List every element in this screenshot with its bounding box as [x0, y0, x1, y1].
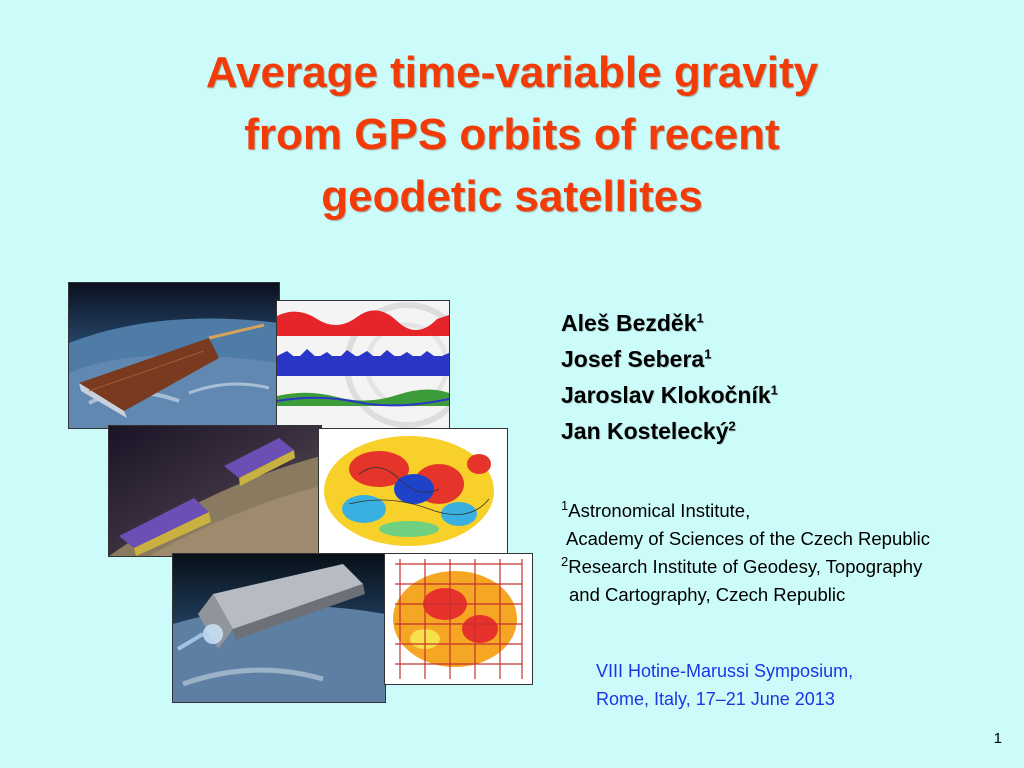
champ-satellite-image: [68, 282, 280, 429]
affiliation-text: Research Institute of Geodesy, Topograph…: [568, 556, 923, 577]
grace-satellite-image: [108, 425, 322, 557]
author-entry: Aleš Bezděk1: [561, 305, 778, 341]
author-affiliation-mark: 1: [770, 382, 778, 398]
page-number: 1: [993, 730, 1002, 747]
affiliation-mark: 1: [561, 497, 569, 513]
title-line-2: from GPS orbits of recent: [244, 110, 780, 159]
author-entry: Jan Kostelecký2: [561, 413, 778, 449]
symposium-location-date: Rome, Italy, 17–21 June 2013: [596, 689, 835, 709]
author-name: Josef Sebera: [561, 346, 705, 372]
author-list: Aleš Bezděk1 Josef Sebera1 Jaroslav Klok…: [561, 305, 778, 449]
affiliation-line: and Cartography, Czech Republic: [561, 581, 930, 609]
author-name: Jaroslav Klokočník: [561, 382, 771, 408]
author-affiliation-mark: 1: [704, 346, 712, 362]
author-name: Jan Kostelecký: [561, 418, 729, 444]
author-entry: Jaroslav Klokočník1: [561, 377, 778, 413]
symposium-info: VIII Hotine-Marussi Symposium, Rome, Ita…: [596, 657, 853, 713]
goce-satellite-image: [172, 553, 386, 703]
affiliation-mark: 2: [561, 553, 569, 569]
affiliation-text: Academy of Sciences of the Czech Republi…: [566, 528, 931, 549]
author-affiliation-mark: 1: [696, 310, 704, 326]
affiliation-line: 1Astronomical Institute,: [561, 497, 930, 525]
title-line-3: geodetic satellites: [321, 172, 703, 221]
affiliation-line: 2Research Institute of Geodesy, Topograp…: [561, 553, 930, 581]
time-series-plot-image: [276, 300, 450, 430]
author-entry: Josef Sebera1: [561, 341, 778, 377]
slide-title: Average time-variable gravity from GPS o…: [100, 42, 924, 228]
grid-map-image: [384, 553, 533, 685]
affiliation-list: 1Astronomical Institute, Academy of Scie…: [561, 497, 930, 609]
symposium-name: VIII Hotine-Marussi Symposium,: [596, 661, 854, 681]
affiliation-text: Astronomical Institute,: [568, 500, 751, 521]
affiliation-line: Academy of Sciences of the Czech Republi…: [561, 525, 930, 553]
affiliation-text: and Cartography, Czech Republic: [569, 584, 846, 605]
author-affiliation-mark: 2: [728, 418, 736, 434]
title-line-1: Average time-variable gravity: [205, 48, 819, 97]
author-name: Aleš Bezděk: [561, 310, 697, 336]
gravity-map-image: [318, 428, 508, 555]
